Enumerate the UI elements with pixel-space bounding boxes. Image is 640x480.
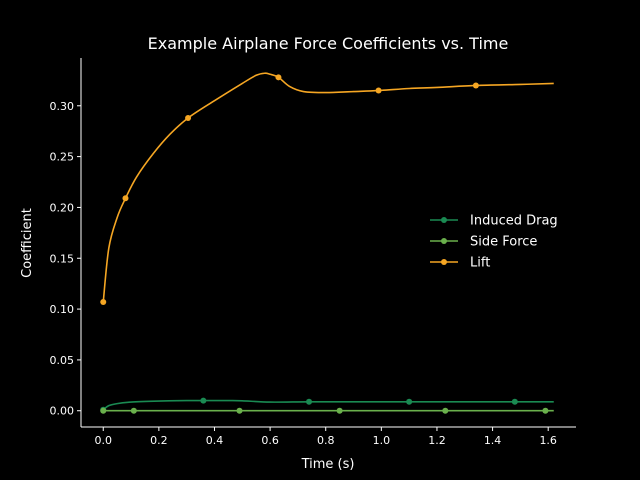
data-point-induced-drag	[406, 398, 413, 405]
data-point-side-force	[442, 407, 449, 414]
y-tick-label: 0.15	[50, 252, 75, 265]
x-tick-label: 1.2	[428, 434, 446, 447]
series-layer	[100, 72, 554, 414]
data-point-side-force	[542, 407, 549, 414]
x-tick-label: 0.4	[206, 434, 224, 447]
legend-marker-lift	[441, 259, 447, 265]
y-tick-label: 0.20	[50, 201, 75, 214]
y-tick-label: 0.00	[50, 405, 75, 418]
y-tick-label: 0.05	[50, 354, 75, 367]
data-point-lift	[275, 74, 282, 81]
legend-marker-induced-drag	[441, 217, 447, 223]
y-axis-label: Coefficient	[20, 208, 35, 278]
data-point-lift	[472, 82, 479, 89]
data-point-side-force	[236, 407, 243, 414]
x-tick-label: 0.2	[150, 434, 168, 447]
x-tick-label: 0.8	[317, 434, 335, 447]
data-point-induced-drag	[200, 397, 207, 404]
legend-label-side-force: Side Force	[470, 235, 537, 250]
legend-marker-side-force	[441, 238, 447, 244]
x-tick-label: 1.4	[484, 434, 502, 447]
series-line-lift	[102, 72, 554, 303]
data-point-induced-drag	[511, 398, 518, 405]
data-point-lift	[375, 87, 382, 94]
x-tick-label: 1.0	[373, 434, 391, 447]
legend: Induced Drag Side Force Lift	[430, 214, 558, 271]
data-point-side-force	[100, 407, 107, 414]
data-point-induced-drag	[306, 398, 313, 405]
x-tick-label: 0.0	[94, 434, 112, 447]
series-line-induced-drag	[102, 399, 554, 411]
legend-label-lift: Lift	[470, 256, 490, 271]
data-point-lift	[185, 114, 192, 121]
x-axis-label: Time (s)	[301, 457, 355, 472]
y-tick-label: 0.25	[50, 151, 75, 164]
legend-label-induced-drag: Induced Drag	[470, 214, 558, 229]
y-tick-label: 0.30	[50, 100, 75, 113]
data-point-lift	[122, 195, 129, 202]
data-point-side-force	[130, 407, 137, 414]
data-point-side-force	[336, 407, 343, 414]
axes: 0.0 0.2 0.4 0.6 0.8 1.0 1.2 1.4 1.6 0.00 0.05 0.10 0…	[50, 58, 576, 447]
x-tick-label: 0.6	[261, 434, 279, 447]
x-tick-label: 1.6	[539, 434, 557, 447]
chart-title: Example Airplane Force Coefficients vs. …	[148, 34, 509, 53]
data-point-lift	[100, 298, 107, 305]
y-tick-label: 0.10	[50, 303, 75, 316]
